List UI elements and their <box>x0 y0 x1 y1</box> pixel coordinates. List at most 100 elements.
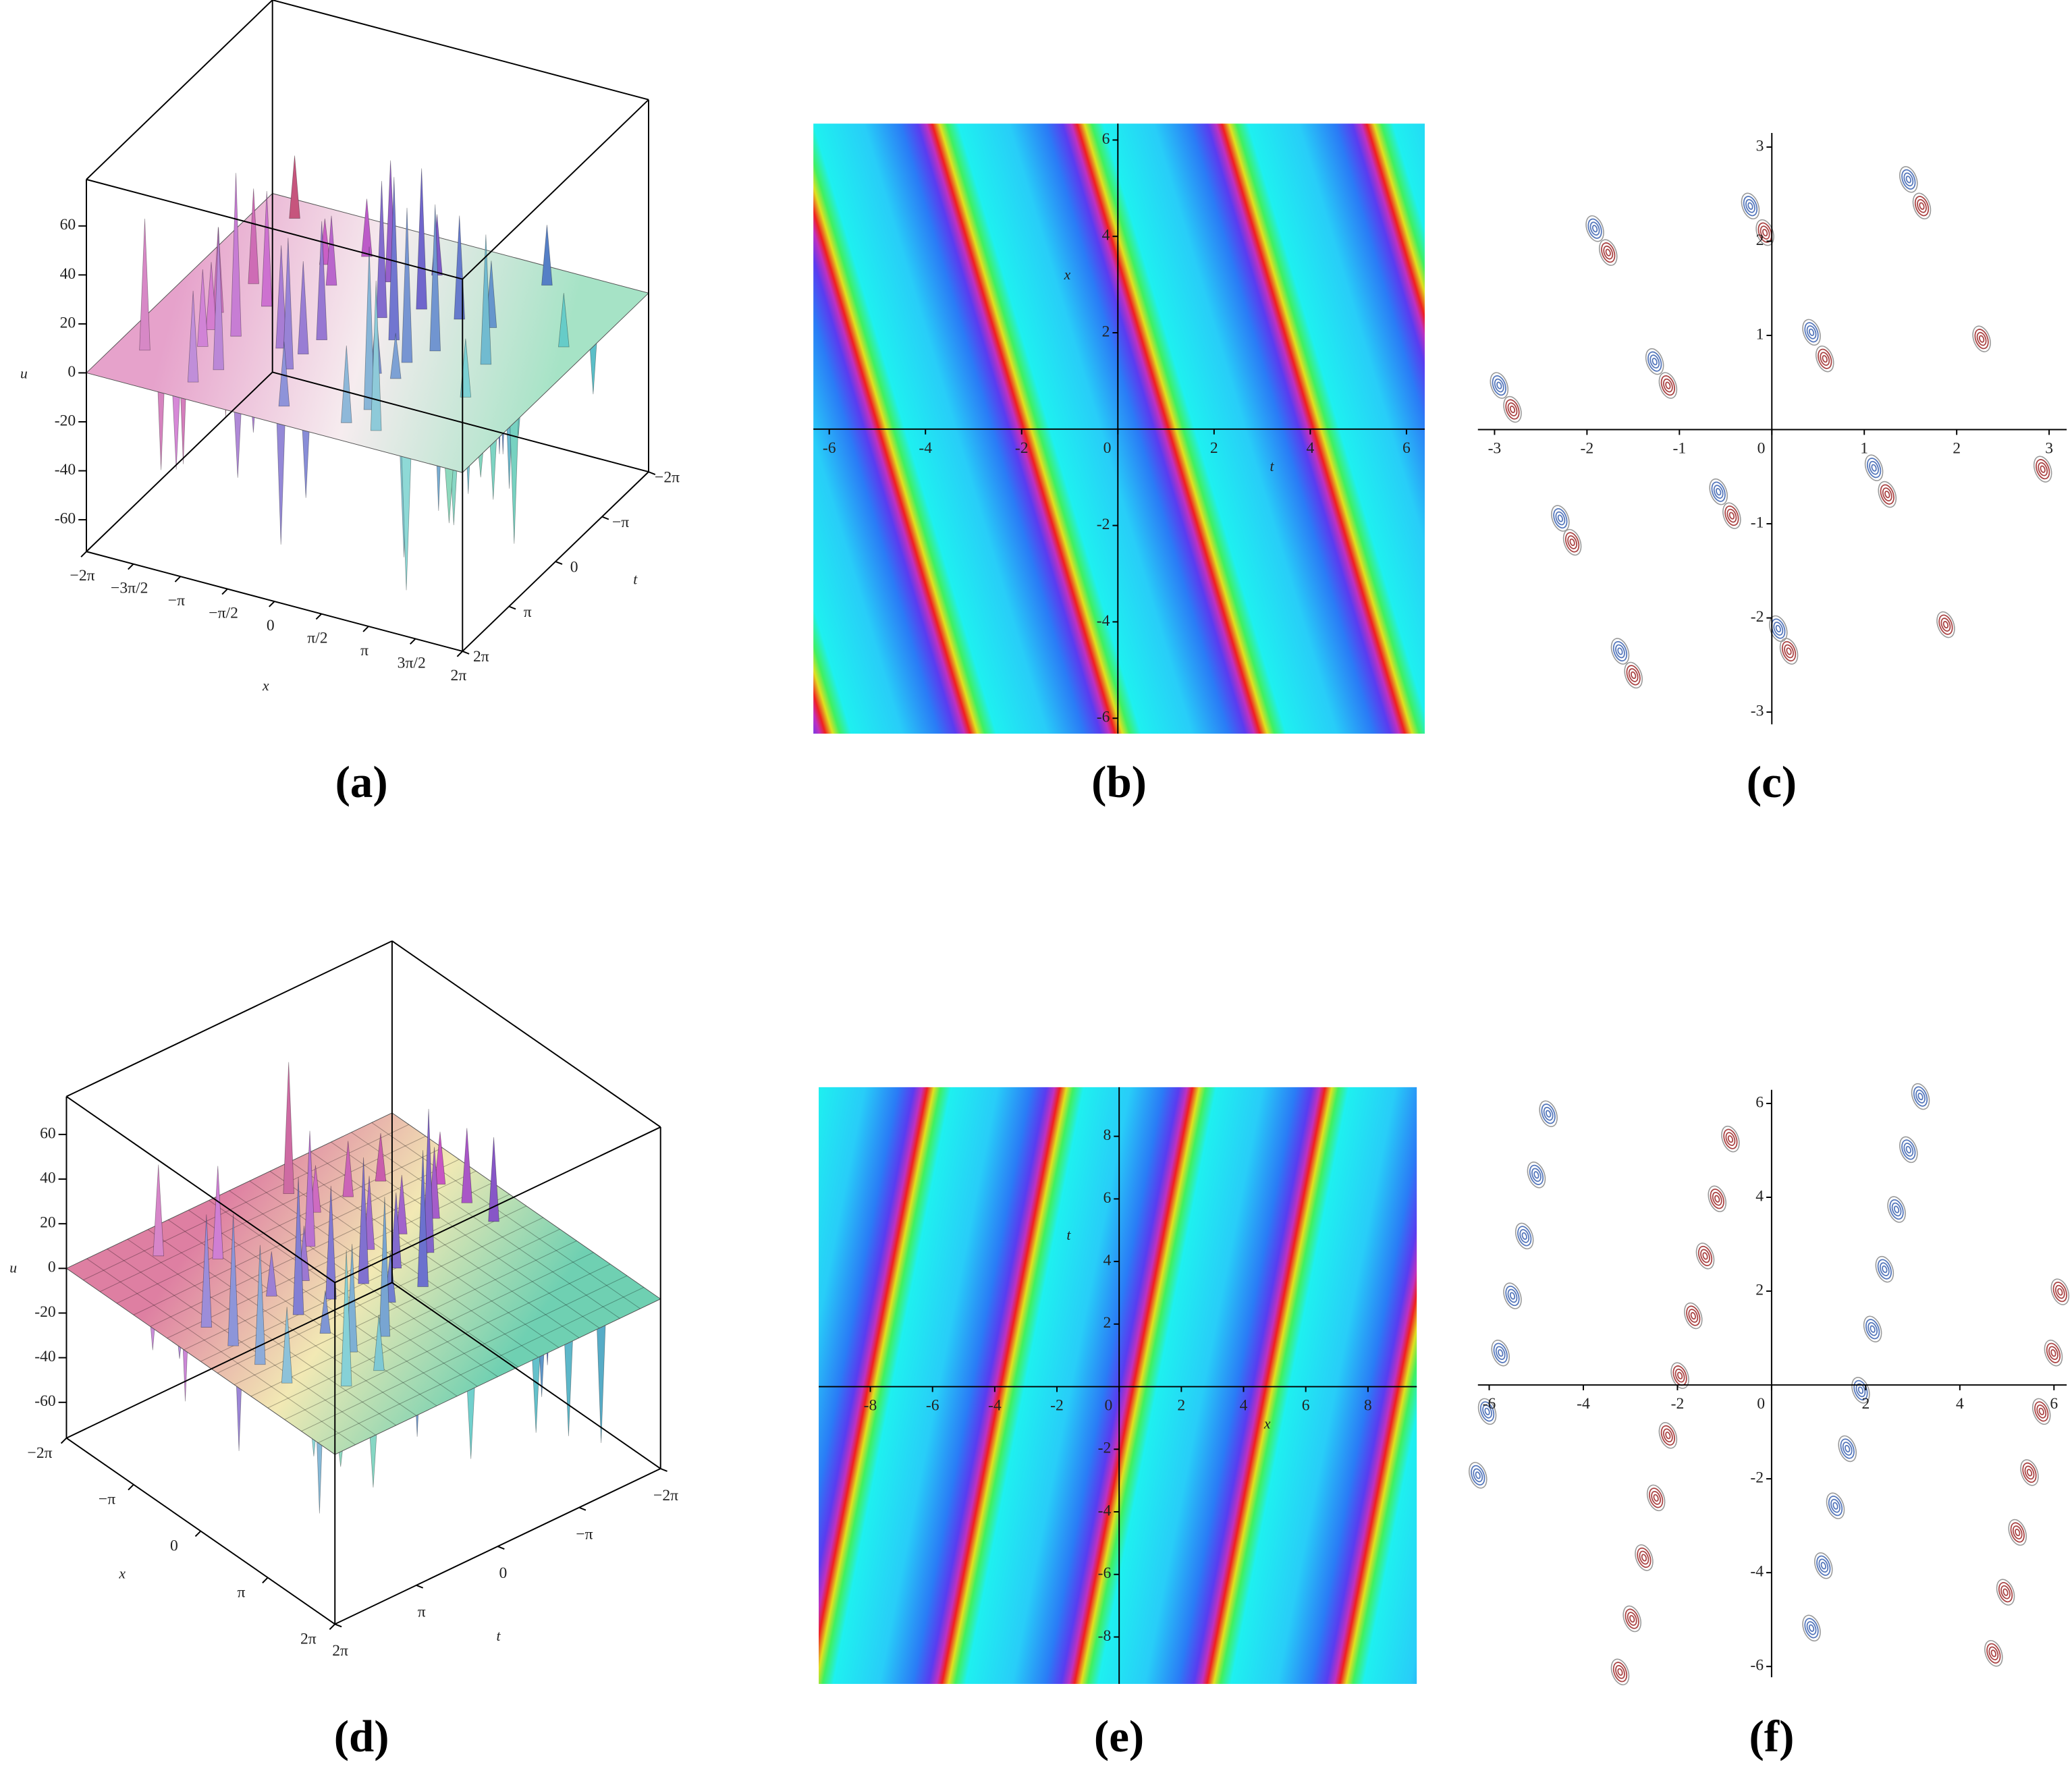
contour-blob <box>2020 1459 2039 1486</box>
x-axis-label: t <box>1270 458 1275 474</box>
surface-spike <box>434 1131 446 1185</box>
surface-spike <box>340 1250 352 1387</box>
contour-ring <box>1986 1643 2001 1664</box>
y-tick-label: 4 <box>1102 227 1110 244</box>
contour-ring <box>1713 485 1724 499</box>
contour-ring <box>1700 1249 1710 1263</box>
surface-spike <box>292 1176 304 1315</box>
y-tick-label: -2 <box>1097 516 1110 533</box>
z-tick-label: 20 <box>60 314 76 331</box>
contour-ring <box>1820 352 1830 366</box>
x-tick-label: -3 <box>1488 439 1502 457</box>
contour-ring <box>2054 1284 2065 1299</box>
x-tick-label: 2π <box>451 667 467 684</box>
contour-ring <box>1724 505 1739 526</box>
surface-spike <box>361 198 373 257</box>
contour-ring <box>1822 355 1828 363</box>
contour-ring <box>2020 1459 2039 1486</box>
y-tick-label: -4 <box>1097 612 1110 630</box>
contour-blob <box>1585 215 1604 242</box>
contour-blob <box>1624 661 1643 689</box>
contour-ring <box>1855 1383 1866 1398</box>
contour-ring <box>1494 378 1504 393</box>
mesh-line <box>301 1275 628 1432</box>
surface-spike <box>341 346 352 423</box>
contour-ring <box>1882 487 1892 501</box>
contour-ring <box>1903 1143 1914 1157</box>
x-tick-label: 0 <box>1757 439 1766 457</box>
contour-ring <box>1505 1285 1520 1307</box>
surface-spike <box>275 245 287 349</box>
contour-ring <box>1781 640 1797 662</box>
x-tick-label: -4 <box>919 439 932 457</box>
contour-ring <box>1911 1083 1930 1110</box>
x-tick-label: 6 <box>2050 1395 2058 1413</box>
contour-ring <box>1779 638 1799 665</box>
contour-ring <box>1716 488 1722 496</box>
contour-ring <box>1662 1428 1673 1443</box>
contour-ring <box>1802 319 1821 346</box>
contour-ring <box>1598 239 1618 266</box>
contour-ring <box>1507 1288 1518 1303</box>
x-tick-label: 0 <box>267 617 275 634</box>
y-tick-label: -6 <box>1098 1564 1112 1582</box>
contour-ring <box>2050 1349 2056 1357</box>
surface-spike <box>213 227 225 371</box>
contour-blob <box>2032 1398 2051 1425</box>
surface-spike <box>200 1214 213 1328</box>
surface-spike <box>325 215 337 286</box>
y-tick-label: -8 <box>1098 1627 1112 1645</box>
z-tick-label: -40 <box>55 461 76 479</box>
contour-ring <box>1631 671 1637 680</box>
x-tick <box>128 564 134 570</box>
y-tick-label: 8 <box>1103 1126 1112 1144</box>
contour-ring <box>2008 1519 2027 1546</box>
contour-ring <box>1743 196 1758 217</box>
surface-spike <box>297 261 309 355</box>
surface-spike <box>265 1251 277 1297</box>
contour-ring <box>1917 198 1927 213</box>
contour-blob <box>1984 1640 2003 1667</box>
contour-ring <box>1806 325 1817 339</box>
y-tick-label: -6 <box>1750 1657 1764 1674</box>
contour-ring <box>1972 325 1991 352</box>
contour-blob <box>1721 1125 1740 1153</box>
contour-ring <box>1688 1309 1699 1323</box>
contour-ring <box>1475 1471 1481 1479</box>
contour-blob <box>1670 1362 1689 1389</box>
contour-ring <box>2048 1346 2059 1361</box>
contour-ring <box>1567 535 1577 549</box>
contour-ring <box>1569 538 1575 547</box>
x-axis-label: x <box>118 1566 126 1582</box>
x-tick-label: 0 <box>1757 1395 1765 1413</box>
box-edge <box>66 1282 393 1439</box>
y-tick-label: -2 <box>1098 1440 1112 1457</box>
y-axis-label: t <box>496 1628 501 1644</box>
mesh-line <box>371 1122 640 1309</box>
y-tick-label: π <box>418 1604 426 1621</box>
contour-ring <box>1601 242 1616 263</box>
x-tick <box>128 1483 134 1491</box>
contour-ring <box>1882 1265 1888 1274</box>
surface-spike <box>363 246 375 410</box>
surface-spike <box>319 1290 331 1334</box>
mesh-line <box>351 1132 620 1319</box>
contour-ring <box>1585 215 1604 242</box>
surface-spike <box>197 269 209 347</box>
y-tick <box>416 1584 424 1589</box>
contour-ring <box>1665 381 1671 389</box>
contour-blob <box>1551 505 1570 532</box>
contour-blob <box>1709 478 1728 506</box>
box-edge <box>86 371 273 552</box>
contour-ring <box>1521 1232 1527 1240</box>
contour-ring <box>1728 512 1735 520</box>
contour-ring <box>2022 1462 2037 1483</box>
contour-ring <box>1647 351 1662 372</box>
x-tick-label: 2π <box>300 1630 317 1647</box>
contour-ring <box>1625 1608 1639 1629</box>
contour-ring <box>1662 378 1673 393</box>
y-tick <box>660 1468 667 1472</box>
contour-ring <box>1482 1404 1492 1419</box>
contour-ring <box>1884 490 1890 499</box>
contour-ring <box>1877 1259 1892 1280</box>
